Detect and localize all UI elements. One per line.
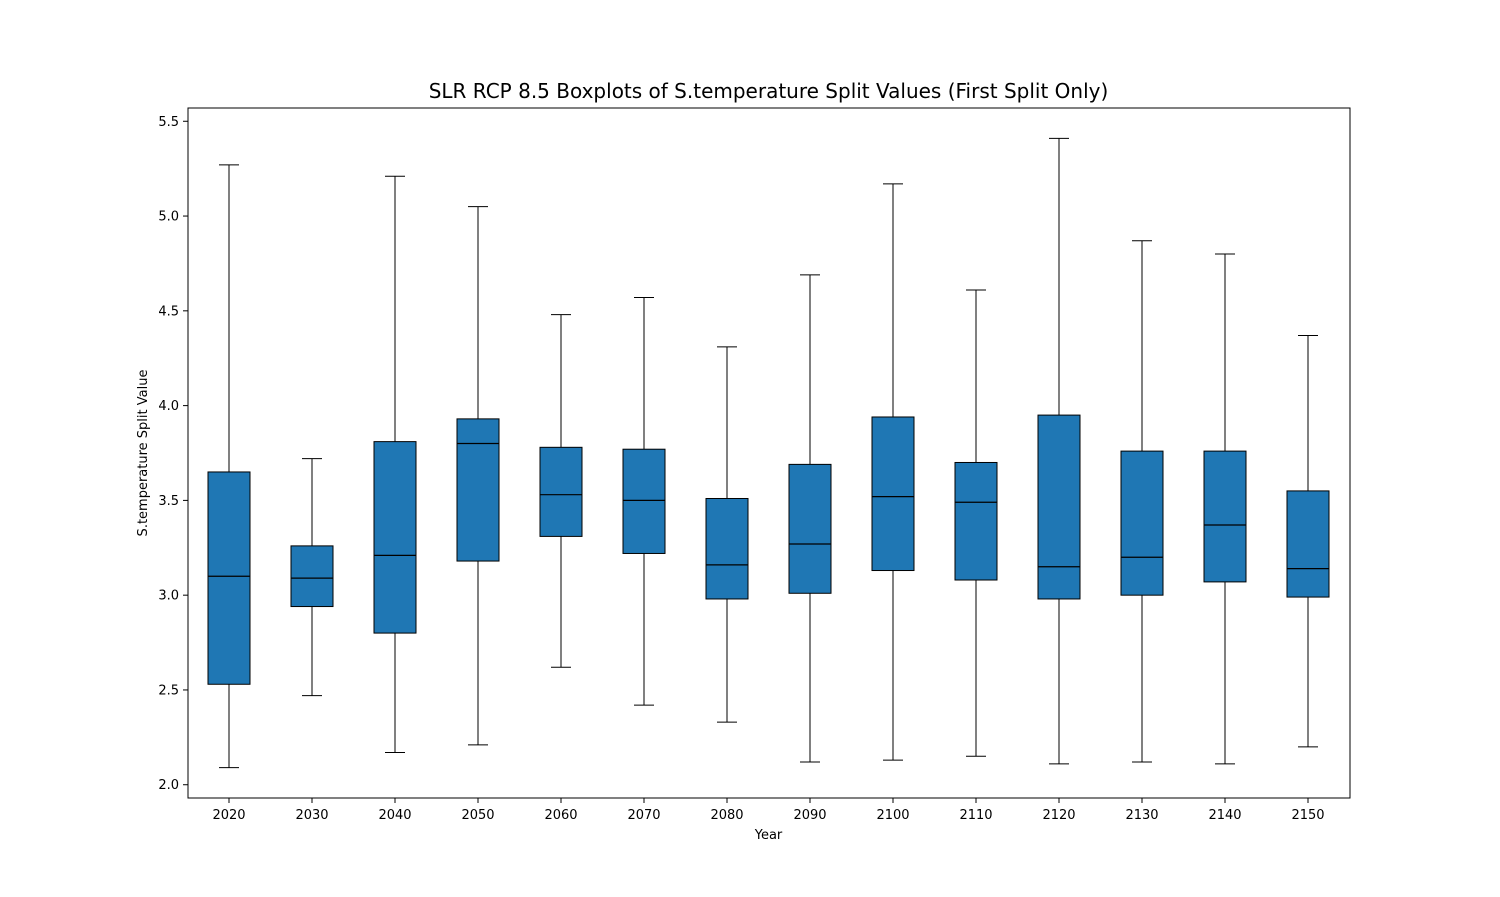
plot-area bbox=[188, 108, 1350, 798]
box-2050 bbox=[456, 206, 500, 746]
iqr-box bbox=[1120, 450, 1164, 596]
iqr-box bbox=[705, 497, 749, 600]
box-2040 bbox=[373, 175, 417, 754]
box-2130 bbox=[1120, 240, 1164, 763]
iqr-box bbox=[622, 448, 666, 554]
plot-frame bbox=[187, 107, 1351, 799]
iqr-box bbox=[1037, 414, 1081, 600]
iqr-box bbox=[290, 545, 334, 608]
iqr-box bbox=[539, 446, 583, 537]
iqr-box bbox=[954, 461, 998, 581]
y-tick-label: 2.5 bbox=[158, 683, 179, 698]
x-tick-label: 2020 bbox=[212, 808, 245, 823]
iqr-box bbox=[373, 441, 417, 634]
iqr-box bbox=[788, 463, 832, 594]
x-tick-label: 2120 bbox=[1042, 808, 1075, 823]
iqr-box bbox=[1286, 490, 1330, 598]
y-tick-label: 5.5 bbox=[158, 115, 179, 130]
x-tick-label: 2030 bbox=[295, 808, 328, 823]
y-axis: 2.0 2.5 3.0 3.5 4.0 4.5 5.0 5.5 bbox=[158, 115, 188, 793]
iqr-box bbox=[871, 416, 915, 572]
x-axis: 2020 2030 2040 2050 2060 2070 2080 2090 2100 2110… bbox=[212, 798, 1325, 823]
iqr-box bbox=[207, 471, 251, 685]
y-tick-label: 4.0 bbox=[158, 399, 179, 414]
x-tick-label: 2090 bbox=[793, 808, 826, 823]
y-tick-label: 5.0 bbox=[158, 210, 179, 225]
x-axis-label: Year bbox=[754, 828, 783, 843]
y-tick-label: 3.0 bbox=[158, 589, 179, 604]
y-axis-label: S.temperature Split Value bbox=[136, 370, 151, 537]
x-tick-label: 2060 bbox=[544, 808, 577, 823]
box-2110 bbox=[954, 289, 998, 757]
box-2080 bbox=[705, 346, 749, 723]
chart-title: SLR RCP 8.5 Boxplots of S.temperature Sp… bbox=[429, 79, 1109, 103]
x-tick-label: 2050 bbox=[461, 808, 494, 823]
box-2030 bbox=[290, 458, 334, 697]
box-2060 bbox=[539, 314, 583, 668]
x-tick-label: 2070 bbox=[627, 808, 660, 823]
boxes-layer bbox=[207, 137, 1330, 769]
y-tick-label: 3.5 bbox=[158, 494, 179, 509]
box-2140 bbox=[1203, 253, 1247, 765]
box-2100 bbox=[871, 183, 915, 761]
iqr-box bbox=[456, 418, 500, 562]
y-tick-label: 2.0 bbox=[158, 778, 179, 793]
x-tick-label: 2100 bbox=[876, 808, 909, 823]
x-tick-label: 2130 bbox=[1125, 808, 1158, 823]
y-tick-label: 4.5 bbox=[158, 304, 179, 319]
box-2120 bbox=[1037, 137, 1081, 765]
x-tick-label: 2040 bbox=[378, 808, 411, 823]
x-tick-label: 2110 bbox=[959, 808, 992, 823]
iqr-box bbox=[1203, 450, 1247, 583]
box-2150 bbox=[1286, 334, 1330, 748]
box-2090 bbox=[788, 274, 832, 763]
x-tick-label: 2150 bbox=[1291, 808, 1324, 823]
box-2070 bbox=[622, 297, 666, 706]
box-2020 bbox=[207, 164, 251, 769]
x-tick-label: 2080 bbox=[710, 808, 743, 823]
x-tick-label: 2140 bbox=[1208, 808, 1241, 823]
